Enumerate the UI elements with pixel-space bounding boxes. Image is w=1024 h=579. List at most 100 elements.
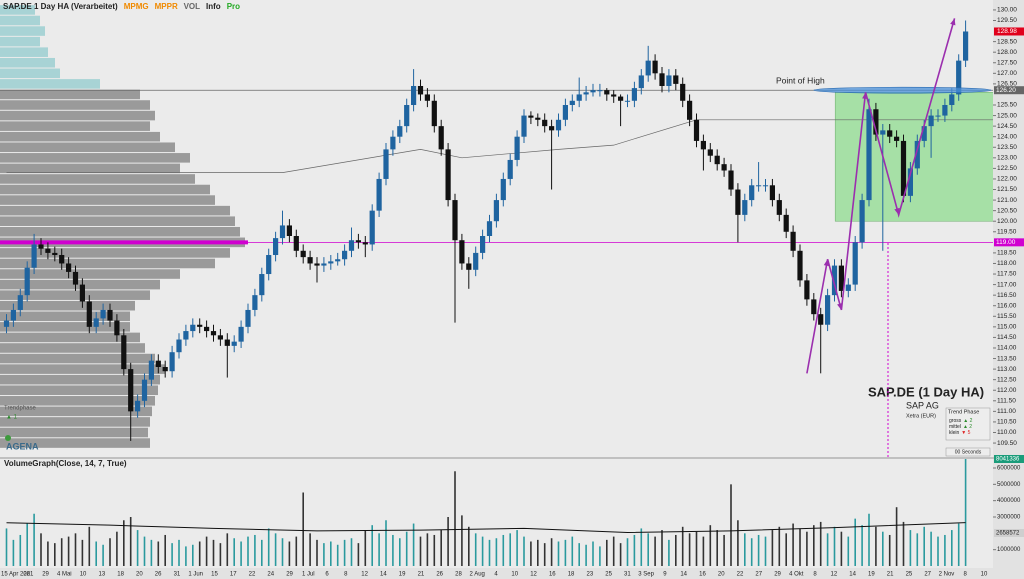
volume-bar (902, 521, 905, 566)
y-tick-label: 116.00 (997, 302, 1017, 309)
volume-bar (564, 539, 567, 566)
volume-bar (592, 541, 594, 566)
candle-body (273, 238, 279, 256)
volume-last: 8041336 (996, 457, 1020, 463)
candle-body (707, 149, 713, 156)
volume-bar (854, 518, 856, 566)
logo-icon (5, 435, 11, 441)
trend-label: gross (949, 418, 962, 424)
arrow-head (823, 259, 830, 267)
line (6, 522, 966, 534)
y-tick-label: 129.50 (997, 17, 1017, 24)
volume-bar (33, 513, 35, 566)
profile-bar (0, 205, 230, 216)
indicator: VOL (184, 2, 201, 11)
line (806, 18, 956, 374)
y-tick-label: 128.00 (997, 49, 1017, 56)
arrow-head (862, 92, 868, 100)
candle-body (887, 130, 893, 137)
candle-body (155, 360, 161, 367)
volume-bar (474, 533, 477, 566)
volume-bar (171, 543, 173, 566)
y-tick-label: 114.50 (997, 334, 1017, 341)
v-tick-label: 1000000 (997, 547, 1021, 553)
volume-bar (281, 538, 284, 566)
volume-bar (695, 531, 698, 566)
profile-bar (0, 47, 48, 57)
date-label: 14 (680, 572, 687, 578)
candle-body (638, 75, 644, 89)
date-label: 10 (511, 572, 518, 578)
candle-body (321, 263, 327, 266)
line (6, 119, 993, 173)
arrow-head (894, 207, 900, 215)
candle-body (452, 200, 458, 241)
profile-bar (0, 322, 130, 332)
y-tick-label: 110.50 (997, 419, 1017, 426)
volume-bar (937, 536, 939, 566)
v-tick-label: 5000000 (997, 482, 1021, 488)
candle-body (611, 94, 617, 97)
y-tick-label: 120.50 (997, 207, 1017, 214)
date-label: 4 Mai (57, 572, 72, 578)
candle-body (680, 83, 686, 101)
candle-body (528, 115, 534, 118)
volume-bar (951, 530, 953, 566)
candle-body (693, 119, 700, 141)
candle-body (445, 149, 451, 201)
profile-bar (0, 417, 150, 427)
candle-body (266, 255, 272, 275)
candle-body (17, 295, 23, 310)
volume-bar (233, 538, 235, 566)
candle-body (66, 263, 72, 272)
profile-bar (0, 343, 145, 353)
y-tick-label: 124.00 (997, 133, 1017, 140)
current-price: 128.98 (997, 28, 1017, 35)
y-tick-label: 128.50 (997, 38, 1017, 45)
volume-bar (944, 534, 946, 566)
volume-ma-box (994, 529, 1024, 537)
candle-body (811, 299, 817, 315)
volume-bar (185, 546, 187, 566)
candle-body (183, 331, 189, 340)
candle-body (224, 339, 230, 346)
y-tick-label: 123.50 (997, 144, 1017, 151)
volume-bar (116, 531, 118, 566)
volume-bar (385, 520, 387, 566)
y-tick-label: 125.50 (997, 102, 1017, 109)
volume-bar (654, 536, 656, 566)
candle-body (459, 240, 465, 264)
y-tick-label: 116.50 (997, 292, 1017, 299)
date-label: 12 (361, 572, 368, 578)
timer: 00 Seconds (955, 449, 982, 455)
volume-bar (612, 536, 615, 566)
candle-body (576, 94, 582, 101)
volume-plot (5, 459, 967, 566)
volume-bar (688, 533, 691, 566)
candle-body (514, 136, 520, 160)
volume-bar (143, 536, 146, 566)
current-price-box (994, 27, 1024, 36)
y-tick-label: 112.50 (997, 376, 1017, 383)
volume-bar (343, 539, 346, 566)
y-tick-label: 117.00 (997, 281, 1017, 288)
volume-last-box (994, 455, 1024, 463)
trend-mark: ▲ 2 (963, 424, 972, 430)
candle-body (480, 236, 486, 253)
candle-body (728, 170, 734, 190)
date-label: 18 (117, 572, 124, 578)
y-tick-label: 117.50 (997, 271, 1017, 278)
date-label: 21 (418, 572, 425, 578)
header: SAP.DE 1 Day HA (Verarbeitet) MPMG MPPR VOL… (3, 2, 240, 11)
candle-body (424, 94, 430, 101)
volume-bar (723, 534, 725, 566)
date-label: 21 (887, 572, 894, 578)
volume-bar (633, 534, 636, 566)
profile-bar (0, 385, 158, 396)
candle-body (880, 130, 886, 135)
date-label: 29 (774, 572, 781, 578)
volume-bar (392, 534, 394, 566)
volume-bar (316, 539, 318, 566)
candle-body (797, 250, 803, 281)
candle-body (417, 85, 424, 95)
